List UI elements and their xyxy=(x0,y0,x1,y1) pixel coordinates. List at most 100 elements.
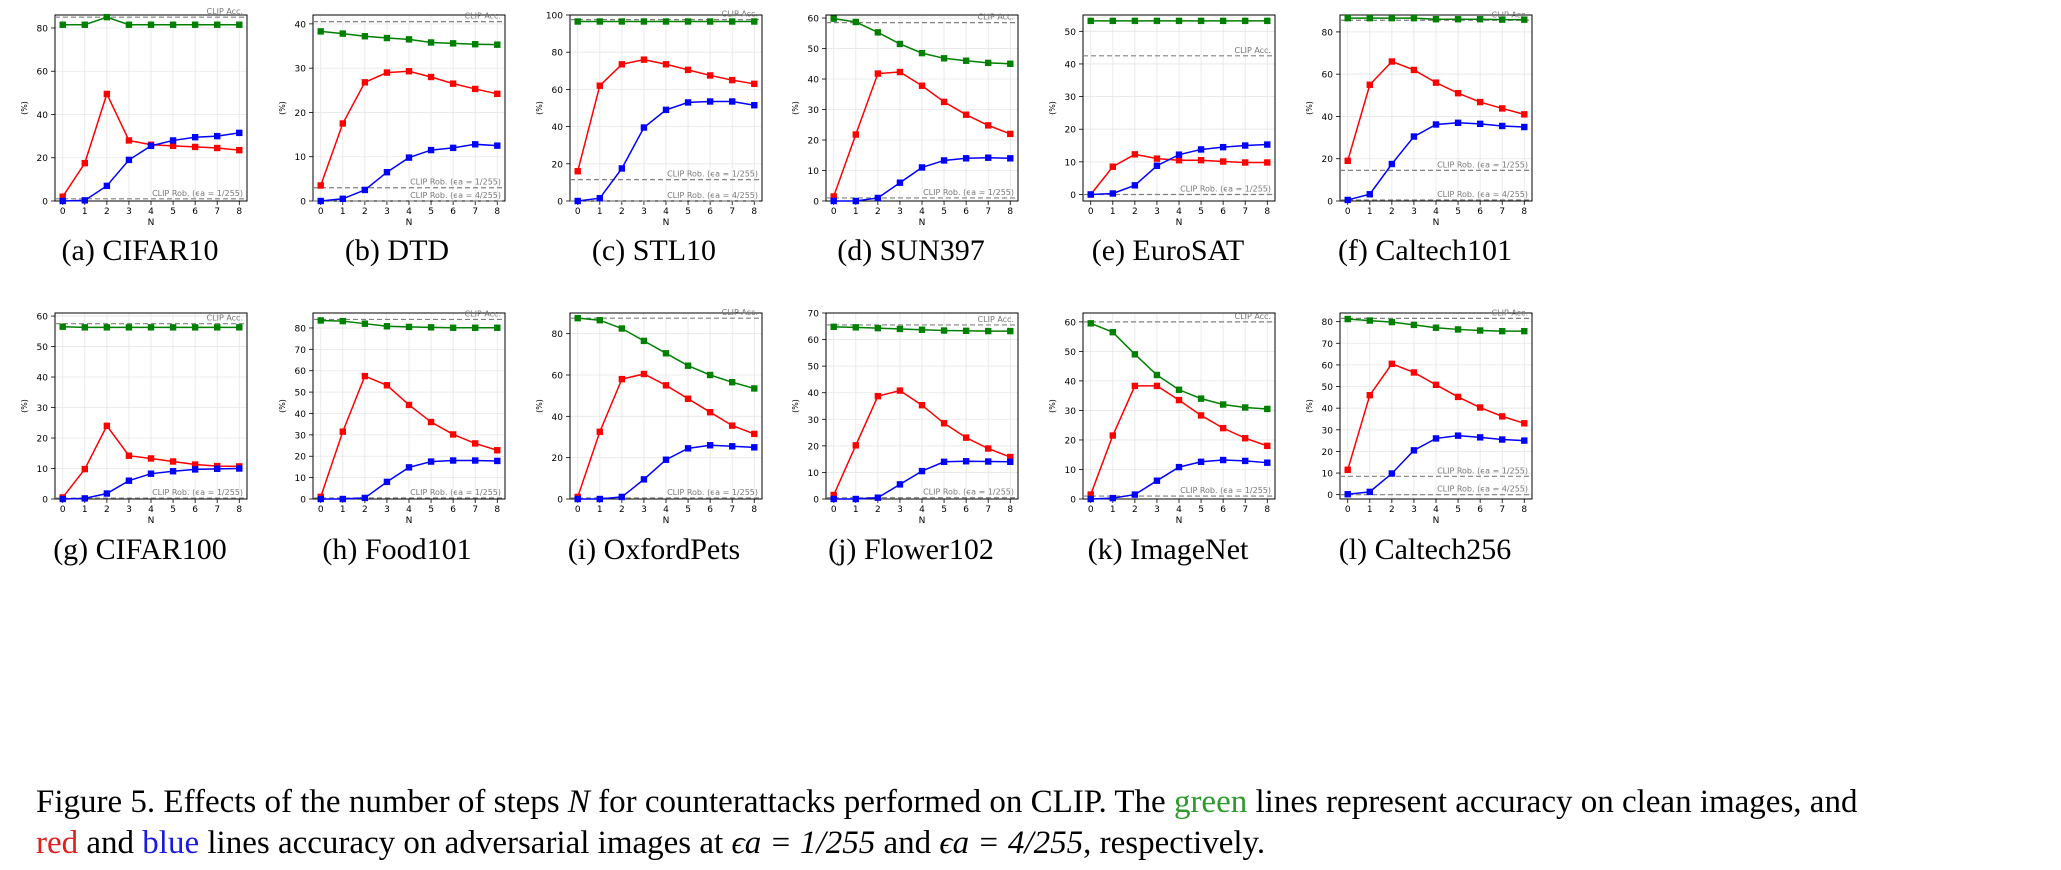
subplot-g: 0 1 2 3 4 5 6 7 8 N 0 10 20 30 40 50 60 (%) CLIP Acc. CLIP … xyxy=(20,312,248,526)
data-point-clean xyxy=(1087,320,1094,327)
data-point-eps1 xyxy=(940,420,948,427)
y-tick-label: 10 xyxy=(1322,470,1334,480)
x-axis-label: N xyxy=(406,218,413,228)
data-point-clean xyxy=(985,59,992,67)
x-tick-label: 8 xyxy=(1007,505,1013,515)
y-tick-label: 10 xyxy=(37,465,49,475)
data-point-clean xyxy=(1344,14,1351,22)
data-point-eps4 xyxy=(59,197,66,205)
x-tick-label: 4 xyxy=(1433,207,1439,217)
data-point-clean xyxy=(1499,327,1506,335)
y-tick-label: 30 xyxy=(37,404,49,414)
y-tick-label: 0 xyxy=(42,496,48,506)
subplot-caption-f: (f) Caltech101 xyxy=(1337,234,1513,267)
reference-line-label: CLIP Rob. (ϵa = 1/255) xyxy=(1180,486,1271,495)
reference-line-label: CLIP Rob. (ϵa = 4/255) xyxy=(410,191,501,200)
data-point-eps1 xyxy=(169,458,177,465)
data-point-eps1 xyxy=(640,370,648,378)
subplot-l: 0 1 2 3 4 5 6 7 8 N 0 10 20 30 40 50 60 70 80 (%) CLIP Acc. C… xyxy=(1305,308,1533,526)
data-point-eps1 xyxy=(852,442,859,449)
data-point-eps1 xyxy=(662,382,670,389)
data-point-clean xyxy=(59,323,66,330)
data-point-clean xyxy=(684,362,692,369)
y-tick-label: 20 xyxy=(1065,126,1077,136)
data-point-eps4 xyxy=(1175,463,1183,471)
y-tick-label: 40 xyxy=(295,20,307,30)
data-point-eps4 xyxy=(1432,435,1440,442)
data-point-eps4 xyxy=(574,495,581,503)
data-point-eps4 xyxy=(1197,458,1205,465)
data-point-clean xyxy=(1410,321,1418,329)
data-point-eps4 xyxy=(449,144,457,152)
x-tick-label: 5 xyxy=(1455,207,1461,217)
y-axis-label: (%) xyxy=(278,399,287,413)
data-point-clean xyxy=(405,323,413,331)
y-axis-label: (%) xyxy=(791,399,800,413)
y-tick-label: 50 xyxy=(1322,383,1334,393)
x-tick-label: 1 xyxy=(340,207,346,217)
data-point-eps1 xyxy=(1007,453,1014,461)
x-tick-label: 1 xyxy=(1367,207,1373,217)
data-point-eps4 xyxy=(896,179,904,186)
data-point-eps4 xyxy=(1175,151,1183,158)
y-tick-label: 60 xyxy=(1322,361,1334,371)
data-point-eps1 xyxy=(874,392,882,400)
x-tick-label: 3 xyxy=(126,207,132,217)
data-point-eps1 xyxy=(1219,424,1227,432)
data-point-eps1 xyxy=(449,431,457,438)
data-point-eps4 xyxy=(169,468,177,475)
reference-line-label: CLIP Rob. (ϵa = 1/255) xyxy=(152,488,243,497)
data-point-clean xyxy=(729,379,736,386)
data-point-eps1 xyxy=(1476,404,1484,411)
x-tick-label: 3 xyxy=(641,505,647,515)
x-tick-label: 7 xyxy=(472,505,478,515)
reference-line-label: CLIP Rob. (ϵa = 1/255) xyxy=(923,188,1014,197)
y-tick-label: 0 xyxy=(1070,191,1076,201)
data-point-clean xyxy=(59,21,66,28)
caption-red-word: red xyxy=(36,825,79,861)
data-point-eps4 xyxy=(918,467,926,475)
data-point-eps1 xyxy=(1499,413,1506,420)
data-point-eps1 xyxy=(729,76,736,84)
x-tick-label: 6 xyxy=(707,505,713,515)
reference-line-label: CLIP Acc. xyxy=(207,7,243,16)
x-tick-label: 6 xyxy=(1220,505,1226,515)
data-point-eps4 xyxy=(1219,456,1227,464)
x-tick-label: 5 xyxy=(1198,505,1204,515)
x-tick-label: 1 xyxy=(853,207,859,217)
data-point-eps4 xyxy=(729,443,736,450)
x-tick-label: 0 xyxy=(575,505,581,515)
y-tick-label: 40 xyxy=(37,111,49,121)
data-point-clean xyxy=(317,28,324,35)
data-point-clean xyxy=(494,324,501,331)
data-point-eps1 xyxy=(830,193,837,200)
data-point-eps4 xyxy=(574,197,581,205)
reference-line-label: CLIP Acc. xyxy=(1235,46,1271,55)
x-tick-label: 6 xyxy=(963,207,969,217)
y-tick-label: 20 xyxy=(552,454,564,464)
data-point-eps1 xyxy=(751,80,758,88)
y-tick-label: 10 xyxy=(1065,466,1077,476)
data-point-clean xyxy=(472,324,479,331)
y-tick-label: 20 xyxy=(295,453,307,463)
data-point-eps4 xyxy=(147,142,155,150)
x-tick-label: 0 xyxy=(575,207,581,217)
data-point-eps4 xyxy=(1476,434,1484,441)
data-point-eps4 xyxy=(1454,432,1462,439)
data-point-clean xyxy=(1521,16,1528,23)
x-tick-label: 4 xyxy=(919,505,925,515)
y-axis-label: (%) xyxy=(535,399,544,413)
x-tick-label: 7 xyxy=(729,505,735,515)
data-point-eps1 xyxy=(1242,434,1249,442)
y-tick-label: 20 xyxy=(1065,436,1077,446)
caption-eps1: ϵa = 1/255 xyxy=(731,825,876,861)
x-axis-label: N xyxy=(406,516,413,526)
y-tick-label: 80 xyxy=(295,324,307,334)
data-point-eps4 xyxy=(103,182,111,190)
x-tick-label: 1 xyxy=(82,505,88,515)
x-tick-label: 3 xyxy=(897,505,903,515)
subplot-j: 0 1 2 3 4 5 6 7 8 N 0 10 20 30 40 50 60 70 (%) CLIP Acc. CLI… xyxy=(791,310,1019,526)
data-point-eps4 xyxy=(1087,495,1094,503)
data-point-clean xyxy=(1264,405,1271,413)
x-tick-label: 0 xyxy=(318,505,324,515)
